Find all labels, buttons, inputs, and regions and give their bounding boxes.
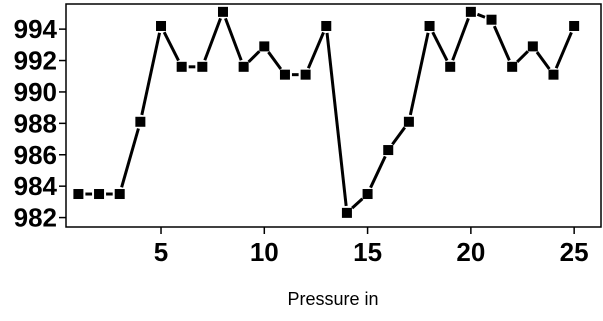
series-layer [73,6,580,218]
x-axis: 5 10 15 20 25 [154,227,589,267]
data-point [259,41,270,52]
data-point [507,61,518,72]
series-line-segment [492,25,511,62]
series-line-segment [476,12,486,19]
series-line-segment [224,17,243,61]
series-line-segment [140,32,162,116]
data-point [279,69,290,80]
x-tick-label: 10 [250,237,279,267]
series-line-segment [431,31,449,62]
series-line-segment [351,197,364,210]
series-line-segment [451,17,470,61]
data-point [403,116,414,127]
y-tick-label: 990 [14,77,57,107]
series-line-segment [162,31,180,62]
data-point [445,61,456,72]
data-point [217,6,228,17]
data-point [94,189,105,200]
data-point [486,14,497,25]
x-axis-title: Pressure in [287,289,378,309]
x-tick-label: 15 [353,237,382,267]
data-point [114,189,125,200]
plot-frame [65,3,602,228]
series-line-segment [554,31,573,69]
x-tick-label: 5 [154,237,168,267]
series-line-segment [369,155,387,189]
data-point [73,189,84,200]
data-point [300,69,311,80]
data-point [548,69,559,80]
data-point [176,61,187,72]
x-tick-label: 20 [456,237,485,267]
series-line-segment [203,17,222,61]
y-tick-label: 992 [14,46,57,76]
data-point [156,20,167,31]
y-tick-label: 988 [14,108,57,138]
y-tick-label: 984 [14,171,58,201]
data-point [383,145,394,156]
x-tick-label: 25 [560,237,589,267]
y-tick-label: 994 [14,14,58,44]
series-line-segment [267,51,283,70]
data-point [465,6,476,17]
data-point [569,20,580,31]
data-point [135,116,146,127]
data-point [527,41,538,52]
series-line-segment [516,50,529,63]
series-line-segment [306,31,325,69]
data-point [238,61,249,72]
series-line-segment [247,50,261,63]
data-point [321,20,332,31]
series-line-segment [391,126,406,146]
series-line-segment [408,32,430,116]
data-point [424,20,435,31]
y-tick-label: 982 [14,203,57,233]
y-tick-label: 986 [14,140,57,170]
series-line-segment [535,51,551,70]
data-point [197,61,208,72]
data-point [341,207,352,218]
series-line-segment [325,32,348,207]
series-line-segment [120,128,140,188]
data-point [362,189,373,200]
